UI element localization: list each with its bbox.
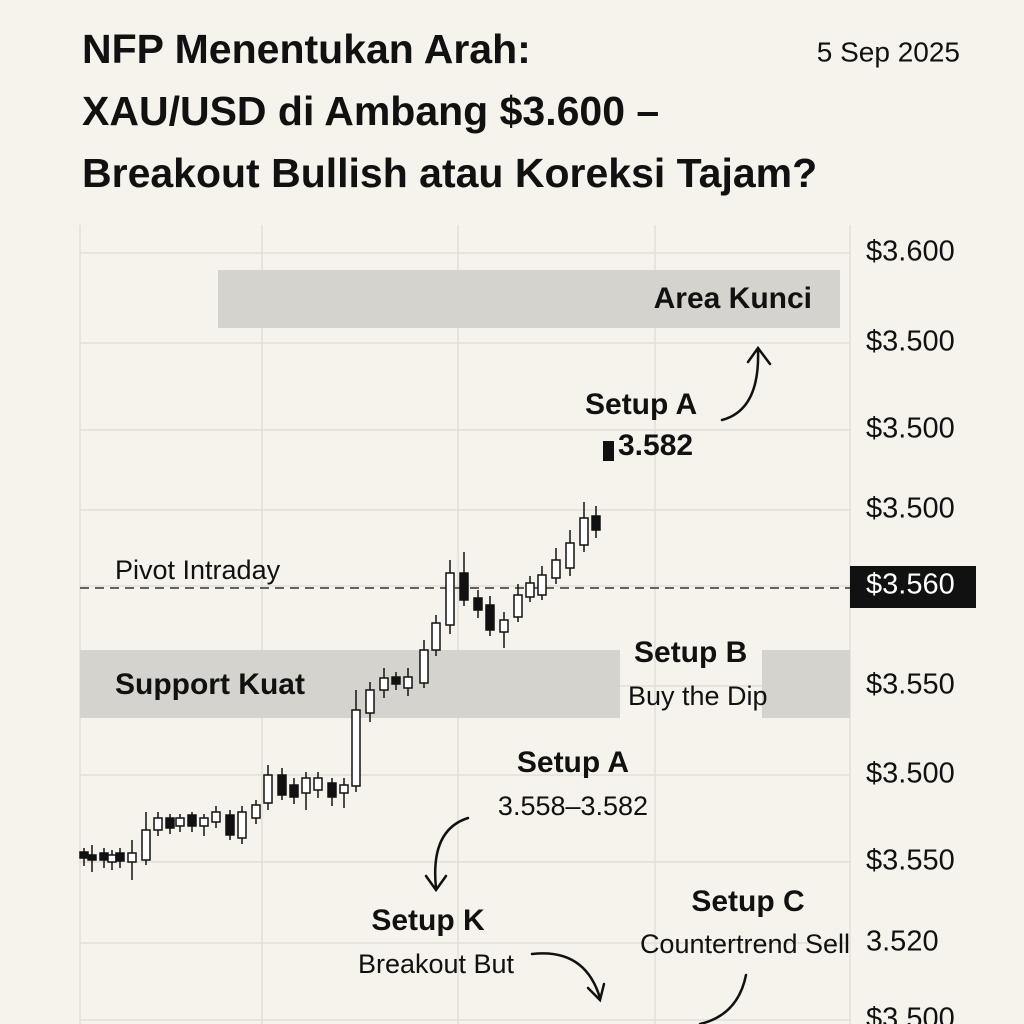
candle-body bbox=[473, 597, 483, 611]
candle-body bbox=[199, 817, 209, 827]
candle-body bbox=[175, 817, 185, 827]
candle-body bbox=[459, 572, 469, 601]
candle-body bbox=[237, 811, 247, 839]
candle-body bbox=[419, 649, 429, 684]
candle-body bbox=[99, 852, 109, 861]
candles bbox=[79, 502, 601, 880]
candle-body bbox=[391, 676, 401, 685]
axis-labels: $3.600 $3.500 $3.500 $3.500 $3.560 $3.550 $3.5… bbox=[866, 236, 955, 1024]
candle-body bbox=[365, 689, 375, 714]
candle-body bbox=[431, 622, 441, 651]
setup-subtitle: 3.558–3.582 bbox=[498, 791, 648, 821]
candle-body bbox=[499, 619, 509, 633]
candle-body bbox=[445, 572, 455, 626]
arrow bbox=[698, 973, 748, 1024]
candle-body bbox=[579, 517, 589, 546]
candle-body bbox=[591, 515, 601, 531]
candle-body bbox=[301, 777, 311, 794]
arrow bbox=[720, 345, 772, 422]
axis-label: $3.550 bbox=[866, 845, 955, 877]
candle-body bbox=[141, 829, 151, 861]
candle-body bbox=[403, 676, 413, 689]
candle-body bbox=[513, 594, 523, 618]
axis-label: $3.550 bbox=[866, 669, 955, 701]
axis-label: 3.520 bbox=[866, 926, 939, 958]
candle-body bbox=[485, 604, 495, 631]
axis-label: $3.500 bbox=[866, 326, 955, 358]
arrow bbox=[530, 952, 606, 1003]
candle-body bbox=[153, 817, 163, 831]
candle-body bbox=[525, 582, 535, 598]
candle-body bbox=[327, 782, 337, 798]
axis-label: $3.560 bbox=[866, 569, 955, 601]
candle-body bbox=[537, 574, 547, 596]
setup-subtitle: Breakout But bbox=[358, 949, 515, 979]
title-line: XAU/USD di Ambang $3.600 – bbox=[82, 88, 659, 134]
candle-body bbox=[79, 851, 89, 859]
title-line: Breakout Bullish atau Koreksi Tajam? bbox=[82, 150, 817, 196]
axis-label: $3.500 bbox=[866, 493, 955, 525]
setup-title: Setup A bbox=[585, 388, 697, 421]
marker bbox=[603, 441, 614, 461]
candle-body bbox=[565, 542, 575, 569]
candle-body bbox=[165, 817, 175, 829]
pivot-price-box bbox=[850, 566, 976, 608]
candle-body bbox=[277, 774, 287, 796]
support-label: Support Kuat bbox=[115, 668, 305, 701]
setup-subtitle: Buy the Dip bbox=[628, 681, 768, 711]
arrow bbox=[424, 816, 470, 893]
date: 5 Sep 2025 bbox=[817, 36, 960, 67]
candle-body bbox=[551, 559, 561, 579]
support-band bbox=[80, 650, 620, 718]
axis-label: $3.500 bbox=[866, 1003, 955, 1024]
key-area-label: Area Kunci bbox=[654, 282, 812, 315]
candle-body bbox=[351, 709, 361, 787]
setup-title: Setup B bbox=[634, 636, 747, 669]
candle-body bbox=[211, 811, 221, 823]
candle-body bbox=[263, 774, 273, 804]
key-area-band bbox=[218, 270, 840, 328]
candle-body bbox=[115, 852, 125, 862]
candle-body bbox=[251, 804, 261, 819]
setup-title: Setup A bbox=[517, 746, 629, 779]
candle-body bbox=[313, 777, 323, 791]
candle-body bbox=[339, 784, 349, 794]
setup-title: Setup K bbox=[371, 904, 485, 937]
support-band bbox=[762, 650, 850, 718]
candle-body bbox=[107, 854, 117, 863]
axis-label: $3.500 bbox=[866, 413, 955, 445]
candle-body bbox=[225, 814, 235, 836]
candle-body bbox=[87, 854, 97, 861]
setup-title: Setup C bbox=[691, 885, 804, 918]
candle-body bbox=[379, 677, 389, 691]
candle-body bbox=[289, 784, 299, 798]
setup-subtitle: Countertrend Sell bbox=[640, 929, 850, 959]
pivot-label: Pivot Intraday bbox=[115, 555, 281, 585]
candle-body bbox=[127, 852, 137, 863]
axis-label: $3.600 bbox=[866, 236, 955, 268]
title-line: NFP Menentukan Arah: bbox=[82, 26, 531, 72]
candle-body bbox=[187, 814, 197, 827]
axis-label: $3.500 bbox=[866, 758, 955, 790]
setup-value: 3.582 bbox=[618, 429, 693, 462]
